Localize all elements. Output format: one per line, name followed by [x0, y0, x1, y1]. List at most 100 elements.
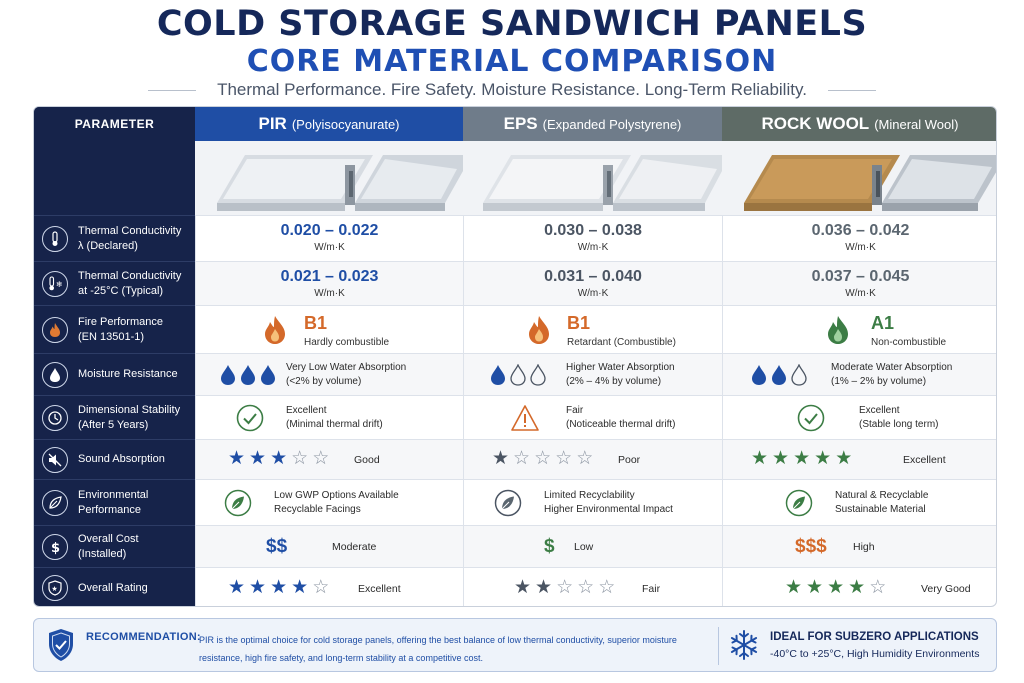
param-label: Sound Absorption [78, 453, 165, 465]
star-filled-icon: ★ [535, 577, 557, 598]
svg-text:❄: ❄ [56, 280, 63, 289]
cell-eps-cost: $ Low [463, 525, 722, 567]
leaf-icon [785, 489, 813, 517]
cost-text: High [853, 541, 875, 553]
star-filled-icon: ★ [806, 577, 828, 598]
star-empty-icon: ☆ [513, 448, 535, 469]
fire-grade: A1 [871, 313, 895, 333]
recommendation-title: RECOMMENDATION: [86, 631, 201, 643]
environment-text: Natural & Recyclable Sustainable Materia… [835, 490, 929, 515]
unit: W/m·K [314, 288, 345, 299]
star-filled-icon: ★ [492, 448, 514, 469]
cell-rockwool-thermal-declared: 0.036 – 0.042 W/m·K [722, 215, 996, 261]
row-fire: Fire Performance (EN 13501-1) B1 Hardly … [34, 305, 996, 353]
value: 0.031 – 0.040 [544, 268, 642, 285]
star-filled-icon: ★ [291, 577, 313, 598]
cell-rockwool-fire: A1 Non-combustible [722, 305, 996, 353]
snowflake-thermometer-icon: ❄ [42, 270, 68, 297]
star-filled-icon: ★ [751, 448, 773, 469]
star-empty-icon: ☆ [534, 448, 556, 469]
cell-eps-stability: Fair (Noticeable thermal drift) [463, 395, 722, 439]
value: 0.037 – 0.045 [811, 268, 910, 285]
cell-pir-cost: $$ Moderate [195, 525, 463, 567]
shield-star-icon: ★ [42, 575, 68, 601]
flame-icon [265, 316, 285, 344]
water-drop-filled-icon [221, 365, 235, 385]
star-filled-icon: ★ [814, 448, 836, 469]
cell-eps-rating: ★★☆☆☆ Fair [463, 567, 722, 606]
row-thermal-cold: ❄ Thermal Conductivity at -25°C (Typical… [34, 261, 996, 305]
header-eps-sub: (Expanded Polystyrene) [542, 116, 682, 132]
page-title: COLD STORAGE SANDWICH PANELS [156, 4, 868, 44]
cell-eps-moisture: Higher Water Absorption (2% – 4% by volu… [463, 353, 722, 395]
parameter-column [34, 107, 195, 606]
cost-text: Moderate [332, 541, 377, 553]
unit: W/m·K [577, 242, 609, 253]
tagline-divider-left [148, 90, 196, 91]
star-rating: ★★★★★ [751, 447, 856, 470]
value: 0.036 – 0.042 [811, 222, 910, 239]
param-thermal-declared: Thermal Conductivity λ (Declared) [34, 215, 195, 261]
svg-text:$: $ [51, 541, 60, 555]
cell-rockwool-rating: ★★★★☆ Very Good [722, 567, 996, 606]
unit: W/m·K [845, 288, 876, 299]
water-drop-empty-icon [791, 363, 807, 386]
flame-icon [42, 316, 68, 343]
sound-text: Poor [618, 454, 641, 466]
thermometer-icon [42, 225, 68, 252]
header-rockwool-name: ROCK WOOL [761, 114, 870, 133]
eps-panel-image [463, 141, 722, 215]
star-empty-icon: ☆ [312, 577, 334, 598]
star-rating: ★★★☆☆ [228, 447, 333, 470]
star-filled-icon: ★ [793, 448, 815, 469]
flame-icon [529, 316, 549, 344]
param-label: Moisture Resistance [78, 368, 178, 380]
fire-desc: Hardly combustible [304, 337, 390, 348]
star-filled-icon: ★ [228, 448, 250, 469]
water-drop-empty-icon [530, 363, 546, 386]
value: 0.021 – 0.023 [280, 268, 379, 285]
cell-eps-thermal-declared: 0.030 – 0.038 W/m·K [463, 215, 722, 261]
param-label: Environmental Performance [78, 488, 149, 516]
mute-speaker-icon [42, 446, 68, 473]
water-drop-icon [42, 361, 68, 388]
star-empty-icon: ☆ [869, 577, 891, 598]
star-empty-icon: ☆ [577, 577, 599, 598]
cell-pir-thermal-declared: 0.020 – 0.022 W/m·K [195, 215, 463, 261]
star-filled-icon: ★ [772, 448, 794, 469]
param-stability: Dimensional Stability (After 5 Years) [34, 395, 195, 439]
rockwool-panel-image [722, 141, 996, 215]
star-filled-icon: ★ [514, 577, 536, 598]
moisture-text: Moderate Water Absorption (1% – 2% by vo… [831, 362, 953, 387]
cell-pir-fire: B1 Hardly combustible [195, 305, 463, 353]
param-label: Overall Cost (Installed) [78, 532, 139, 560]
row-sound: Sound Absorption ★★★☆☆ Good ★☆☆☆☆ Poor ★… [34, 439, 996, 479]
stability-text: Excellent (Stable long term) [859, 405, 939, 430]
water-drop-filled-icon [491, 365, 505, 385]
star-empty-icon: ☆ [291, 448, 313, 469]
header-parameter: PARAMETER [34, 107, 195, 141]
param-label: Thermal Conductivity at -25°C (Typical) [78, 269, 182, 297]
fire-grade: B1 [304, 313, 328, 333]
cell-eps-sound: ★☆☆☆☆ Poor [463, 439, 722, 479]
cell-pir-moisture: Very Low Water Absorption (<2% by volume… [195, 353, 463, 395]
star-filled-icon: ★ [228, 577, 250, 598]
divider [718, 627, 719, 665]
moisture-text: Very Low Water Absorption (<2% by volume… [286, 362, 407, 387]
flame-icon [828, 316, 848, 344]
star-filled-icon: ★ [249, 448, 271, 469]
cell-pir-environment: Low GWP Options Available Recyclable Fac… [195, 479, 463, 525]
param-rating: ★ Overall Rating [34, 567, 195, 606]
cell-rockwool-cost: $$$ High [722, 525, 996, 567]
header-eps: EPS (Expanded Polystyrene) [463, 107, 722, 141]
comparison-table: PARAMETER PIR (Polyisocyanurate) EPS (Ex… [33, 106, 997, 607]
param-label: Overall Rating [78, 581, 148, 594]
star-filled-icon: ★ [848, 577, 870, 598]
water-drop-filled-icon [772, 365, 786, 385]
leaf-icon [224, 489, 252, 517]
star-filled-icon: ★ [270, 448, 292, 469]
param-sound: Sound Absorption [34, 439, 195, 479]
cell-pir-rating: ★★★★☆ Excellent [195, 567, 463, 606]
recommendation-text: PIR is the optimal choice for cold stora… [199, 635, 677, 663]
header-eps-name: EPS [503, 114, 538, 133]
